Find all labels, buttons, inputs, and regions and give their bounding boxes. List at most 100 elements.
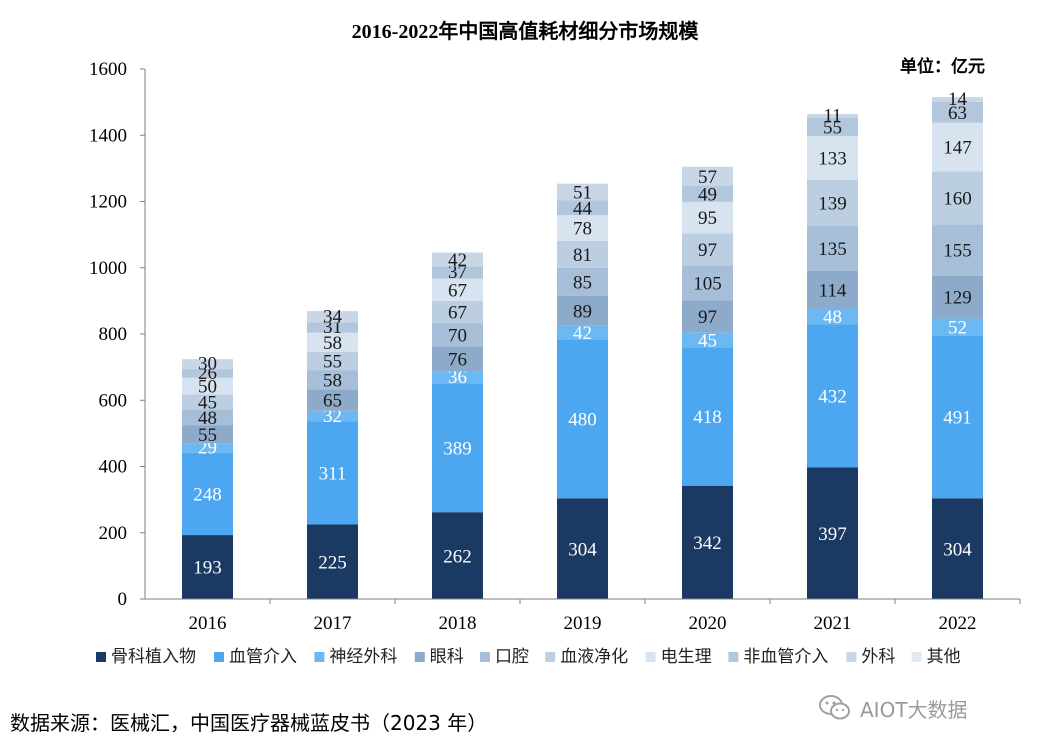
data-label: 491 (943, 408, 972, 429)
data-label: 52 (948, 318, 967, 339)
bar-segment (307, 322, 358, 333)
x-axis: 2016 2017 2018 2019 2020 2021 2022 (145, 598, 1021, 634)
legend-label: 口腔 (495, 647, 529, 667)
data-label: 89 (573, 301, 592, 322)
x-tick-label: 2022 (939, 613, 977, 634)
bar-segment (557, 215, 608, 241)
data-label: 55 (198, 425, 217, 446)
bar-segment (932, 101, 983, 123)
data-label: 70 (448, 325, 467, 346)
bar-segment (807, 135, 858, 180)
legend-swatch (545, 652, 556, 662)
legend-label: 血液净化 (560, 647, 628, 667)
legend-label: 非血管介入 (743, 647, 828, 667)
legend-swatch (846, 652, 857, 662)
bar-segment (682, 485, 733, 599)
source-note: 数据来源：医械汇，中国医疗器械蓝皮书（2023 年） (10, 711, 488, 735)
bar-segment (557, 325, 608, 340)
bar-segment (932, 224, 983, 276)
x-tick-label: 2017 (314, 613, 352, 634)
y-tick-label: 400 (99, 457, 128, 478)
bar-segment (432, 266, 483, 279)
legend-label: 外科 (861, 647, 895, 667)
data-label: 133 (818, 149, 847, 170)
data-label: 49 (698, 184, 717, 205)
bar-segment (682, 332, 733, 348)
bar-segment (557, 267, 608, 296)
bar-segment (932, 171, 983, 225)
bar-segment (807, 117, 858, 136)
data-label: 55 (823, 117, 842, 138)
x-tick-label: 2016 (189, 613, 227, 634)
data-label: 160 (943, 189, 972, 210)
bar-segment (932, 275, 983, 319)
watermark-text: AIOT大数据 (860, 697, 968, 722)
bar-segment (932, 97, 983, 102)
bar-segment (682, 300, 733, 333)
legend-label: 血管介入 (229, 647, 297, 667)
y-tick-label: 1600 (89, 59, 127, 80)
legend-swatch (645, 652, 656, 662)
bar-segment (682, 201, 733, 234)
data-label: 193 (193, 558, 222, 579)
legend-item: 血液净化 (545, 647, 628, 667)
legend-label: 神经外科 (329, 647, 397, 667)
data-label: 311 (319, 464, 347, 485)
bar-segment (432, 252, 483, 267)
bar-segment (932, 335, 983, 499)
bar-segment (182, 359, 233, 370)
data-label: 51 (573, 183, 592, 204)
legend-swatch (96, 652, 106, 662)
y-tick-label: 800 (99, 324, 128, 345)
y-tick-label: 1400 (89, 125, 127, 146)
bar-segment (182, 443, 233, 453)
bar-segment (557, 200, 608, 216)
bar-segment (307, 524, 358, 599)
wechat-icon (819, 695, 850, 720)
bar-segment (307, 389, 358, 411)
bar-segment (432, 371, 483, 384)
bar-segment (182, 452, 233, 536)
data-label: 76 (448, 349, 467, 370)
bar-segment (432, 323, 483, 347)
chart-title: 2016-2022年中国高值耗材细分市场规模 (352, 19, 700, 43)
data-label: 129 (943, 288, 972, 309)
data-label: 139 (818, 194, 847, 215)
data-label: 58 (323, 333, 342, 354)
data-label: 389 (443, 438, 472, 459)
legend-swatch (911, 652, 922, 662)
bar-segment (307, 332, 358, 352)
data-label: 342 (693, 533, 722, 554)
bar-segment (307, 370, 358, 390)
bar-segment (432, 512, 483, 599)
data-label: 42 (573, 323, 592, 344)
bar-segment (432, 346, 483, 372)
data-label: 147 (943, 138, 972, 159)
legend-label: 电生理 (661, 647, 712, 667)
legend-label: 眼科 (430, 647, 464, 667)
y-axis: 0 200 400 600 800 1000 1200 1400 1600 (89, 59, 146, 610)
bar-segment (432, 300, 483, 324)
bar-segment (307, 351, 358, 371)
bar-segment (557, 295, 608, 326)
data-label: 67 (448, 280, 467, 301)
data-label: 67 (448, 303, 467, 324)
bar-segment (432, 278, 483, 301)
data-label: 63 (948, 103, 967, 124)
data-label: 14 (948, 89, 968, 110)
data-label: 304 (943, 539, 972, 560)
data-label: 248 (193, 485, 222, 506)
y-tick-label: 600 (99, 390, 128, 411)
data-label: 432 (818, 387, 847, 408)
data-label: 95 (698, 208, 717, 229)
data-label: 55 (323, 352, 342, 373)
legend-item: 电生理 (645, 647, 712, 667)
data-label: 37 (448, 262, 467, 283)
legend-item: 口腔 (480, 647, 529, 667)
data-label: 45 (698, 330, 717, 351)
